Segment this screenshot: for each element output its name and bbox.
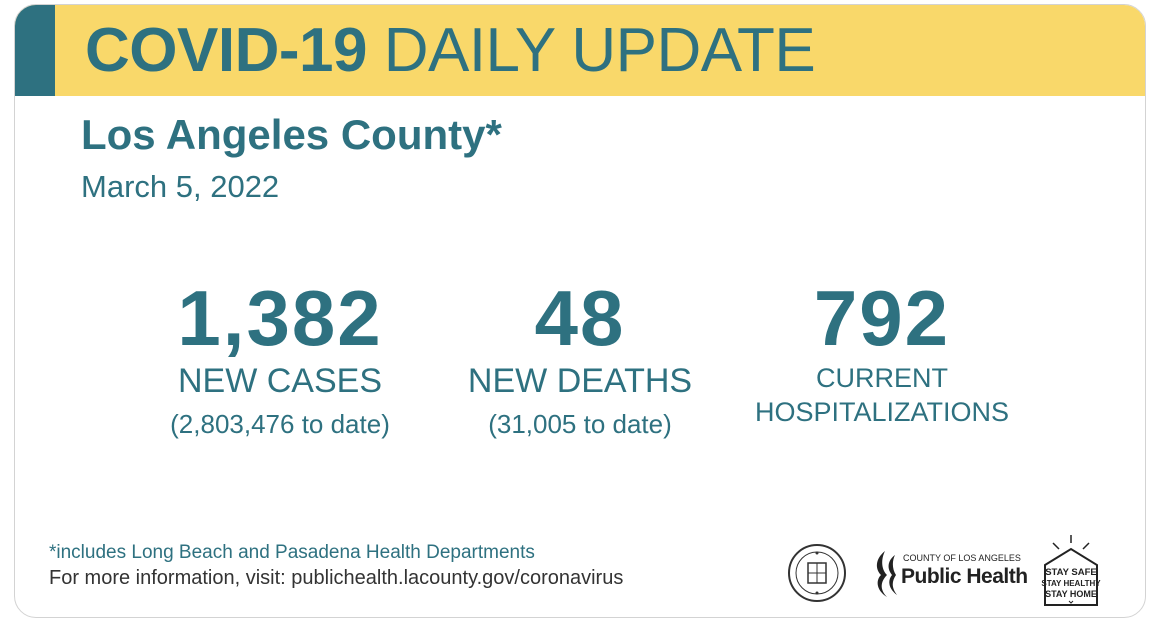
- stay-safe-line1: STAY SAFE: [1045, 567, 1097, 578]
- stay-safe-line3: STAY HOME: [1045, 589, 1097, 599]
- stat-new-cases: 1,382 NEW CASES (2,803,476 to date): [125, 275, 435, 441]
- title-daily-update: DAILY UPDATE: [383, 16, 816, 85]
- public-health-mark-icon: [876, 551, 897, 597]
- hospitalizations-number: 792: [813, 274, 951, 362]
- new-cases-number: 1,382: [177, 274, 383, 362]
- footnote: *includes Long Beach and Pasadena Health…: [49, 542, 535, 563]
- deaths-to-date: (31,005 to date): [488, 409, 672, 439]
- new-deaths-label: NEW DEATHS: [467, 362, 693, 400]
- stat-hospitalizations: 792 CURRENT HOSPITALIZATIONS: [737, 275, 1027, 429]
- new-deaths-number: 48: [534, 274, 626, 362]
- public-health-county-text: COUNTY OF LOS ANGELES: [903, 553, 1021, 563]
- cases-to-date: (2,803,476 to date): [170, 409, 390, 439]
- title-covid: COVID-19: [85, 16, 367, 85]
- more-info-text: For more information, visit: publichealt…: [49, 567, 624, 589]
- stay-safe-line2: STAY HEALTHY: [1041, 579, 1101, 588]
- county-seal-logo: [787, 543, 847, 603]
- county-name: Los Angeles County*: [81, 111, 502, 158]
- stay-safe-logo: STAY SAFE STAY HEALTHY STAY HOME: [1039, 531, 1103, 607]
- update-card: COVID-19 DAILY UPDATE Los Angeles County…: [14, 4, 1146, 618]
- hospitalizations-label-line2: HOSPITALIZATIONS: [754, 397, 1010, 427]
- new-cases-label: NEW CASES: [177, 362, 383, 400]
- public-health-text: Public Health: [901, 565, 1028, 588]
- banner-accent-bar: [15, 5, 55, 96]
- banner-title: COVID-19 DAILY UPDATE: [85, 15, 816, 87]
- title-banner: COVID-19 DAILY UPDATE: [15, 5, 1145, 96]
- stat-new-deaths: 48 NEW DEATHS (31,005 to date): [445, 275, 715, 441]
- public-health-logo: COUNTY OF LOS ANGELES Public Health: [865, 547, 1030, 599]
- report-date: March 5, 2022: [81, 169, 280, 204]
- hospitalizations-label-line1: CURRENT: [816, 363, 948, 393]
